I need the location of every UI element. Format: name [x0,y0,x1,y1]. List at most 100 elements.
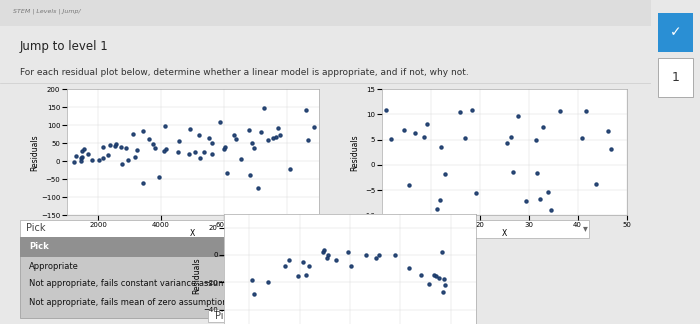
Point [244,173,256,178]
Point [246,277,258,283]
Point [580,108,592,113]
Point [470,190,482,195]
Point [246,141,258,146]
Point [262,137,274,142]
Point [76,154,88,159]
Point [149,145,160,150]
Point [253,185,264,190]
Text: ▾: ▾ [582,224,587,233]
Point [221,170,232,176]
Text: 1: 1 [671,71,680,84]
Point [606,147,617,152]
Point [421,121,433,126]
Bar [658,58,692,97]
Point [293,273,304,278]
Point [438,289,449,294]
Point [97,145,108,150]
Point [248,292,260,297]
Point [404,183,415,188]
Point [431,207,442,212]
Point [374,253,385,258]
Point [274,132,286,137]
Point [434,197,445,202]
Point [288,76,299,82]
Point [130,155,141,160]
Point [345,264,356,269]
Point [111,141,122,146]
Point [185,127,196,132]
X-axis label: X: X [501,229,507,238]
Point [419,134,430,139]
Point [189,150,200,155]
Y-axis label: Residuals: Residuals [350,134,359,171]
Point [75,156,86,161]
Point [302,137,314,142]
Point [508,169,519,174]
Point [97,156,108,161]
Text: Pick: Pick [215,311,235,321]
Point [94,157,105,162]
Point [218,146,230,152]
Point [371,255,382,260]
Point [70,153,81,158]
Point [505,135,517,140]
Point [262,280,274,285]
Point [300,108,312,113]
Point [143,136,154,142]
Point [206,141,218,146]
Point [323,253,334,258]
Point [386,136,397,142]
Point [132,147,143,152]
Point [554,108,566,113]
Bar [20,237,306,318]
Point [459,135,470,141]
Point [215,119,226,124]
Point [160,146,172,151]
Point [104,142,116,147]
Point [318,247,330,252]
Point [542,190,553,195]
Text: Not appropriate, fails mean of zero assumption: Not appropriate, fails mean of zero assu… [29,298,228,307]
Point [398,127,409,132]
Point [270,135,281,140]
Text: Jump to level 1: Jump to level 1 [20,40,108,53]
Point [272,126,284,131]
Bar [209,309,365,322]
Point [330,258,341,263]
Point [603,129,614,134]
Text: Pick: Pick [29,242,49,251]
X-axis label: X: X [190,229,195,238]
Point [75,158,86,164]
Point [545,207,557,213]
Text: STEM | Levels | Jump/: STEM | Levels | Jump/ [13,9,80,14]
Point [159,149,170,154]
Text: Appropriate: Appropriate [29,262,79,271]
Point [122,158,133,163]
Point [78,146,89,151]
Point [121,146,132,151]
Point [279,264,290,269]
Point [148,142,159,147]
Point [160,123,171,129]
Point [439,172,450,177]
Point [424,282,435,287]
Bar [20,237,306,257]
Point [259,105,270,110]
Point [318,249,329,255]
Point [267,67,278,73]
Point [576,135,587,141]
Point [206,151,217,156]
Point [501,140,512,145]
Point [416,273,427,278]
Text: For each residual plot below, determine whether a linear model is appropriate, a: For each residual plot below, determine … [20,68,468,77]
Point [300,272,312,277]
Point [230,136,241,141]
Point [303,264,314,269]
Point [174,139,185,144]
Point [115,144,126,149]
Point [430,273,442,278]
Y-axis label: Residuals: Residuals [193,257,202,294]
Point [109,143,120,148]
Point [220,145,231,150]
Bar [0,0,651,26]
